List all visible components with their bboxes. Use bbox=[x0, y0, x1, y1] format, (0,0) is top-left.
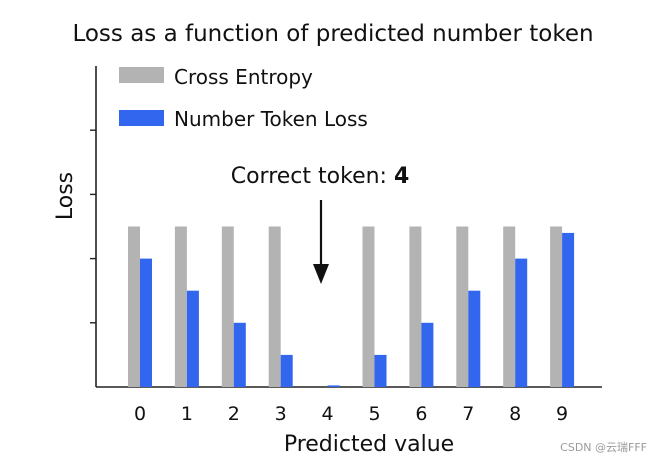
x-tick-labels: 0 1 2 3 4 5 6 7 8 9 bbox=[134, 403, 568, 425]
bar-number-token-loss bbox=[280, 354, 293, 387]
bar-number-token-loss bbox=[515, 258, 528, 387]
x-tick-label: 0 bbox=[134, 403, 146, 425]
annotation-value: 4 bbox=[394, 164, 409, 189]
bar-number-token-loss bbox=[421, 322, 434, 387]
bar-cross-entropy bbox=[174, 226, 187, 387]
legend-swatch-number-token-loss bbox=[119, 110, 164, 126]
x-tick-label: 3 bbox=[275, 403, 287, 425]
bar-number-token-loss bbox=[140, 258, 152, 387]
bar-cross-entropy bbox=[456, 226, 469, 387]
annotation-label: Correct token: 4 bbox=[231, 164, 410, 189]
bar-number-token-loss bbox=[186, 290, 199, 387]
x-tick-label: 6 bbox=[415, 403, 427, 425]
legend: Cross Entropy Number Token Loss bbox=[119, 65, 368, 131]
bar-cross-entropy bbox=[503, 226, 516, 387]
x-tick-label: 1 bbox=[181, 403, 193, 425]
y-axis-label: Loss bbox=[53, 172, 78, 220]
bar-number-token-loss bbox=[468, 290, 481, 387]
bar-number-token-loss bbox=[327, 385, 340, 387]
watermark: CSDN @云瑞FFF bbox=[560, 441, 647, 454]
legend-label-cross-entropy: Cross Entropy bbox=[174, 65, 313, 89]
bar-number-token-loss bbox=[562, 232, 575, 387]
bar-cross-entropy bbox=[550, 226, 563, 387]
x-axis-label: Predicted value bbox=[284, 432, 454, 457]
x-tick-label: 8 bbox=[509, 403, 521, 425]
x-tick-label: 2 bbox=[228, 403, 240, 425]
annotation-text: Correct token: bbox=[231, 164, 394, 189]
bar-cross-entropy bbox=[221, 226, 234, 387]
bar-number-token-loss bbox=[233, 322, 246, 387]
x-tick-label: 7 bbox=[462, 403, 474, 425]
bar-cross-entropy bbox=[409, 226, 422, 387]
legend-swatch-cross-entropy bbox=[119, 67, 164, 83]
legend-label-number-token-loss: Number Token Loss bbox=[174, 107, 368, 131]
annotation: Correct token: 4 bbox=[231, 164, 410, 284]
bar-cross-entropy bbox=[128, 226, 140, 387]
bar-cross-entropy bbox=[268, 226, 281, 387]
bar-number-token-loss bbox=[374, 354, 387, 387]
chart-title: Loss as a function of predicted number t… bbox=[72, 21, 593, 47]
x-tick-label: 5 bbox=[368, 403, 380, 425]
bars bbox=[128, 226, 575, 387]
annotation-arrow-head bbox=[313, 264, 329, 284]
bar-cross-entropy bbox=[362, 226, 375, 387]
x-tick-label: 4 bbox=[322, 403, 334, 425]
x-tick-label: 9 bbox=[556, 403, 568, 425]
